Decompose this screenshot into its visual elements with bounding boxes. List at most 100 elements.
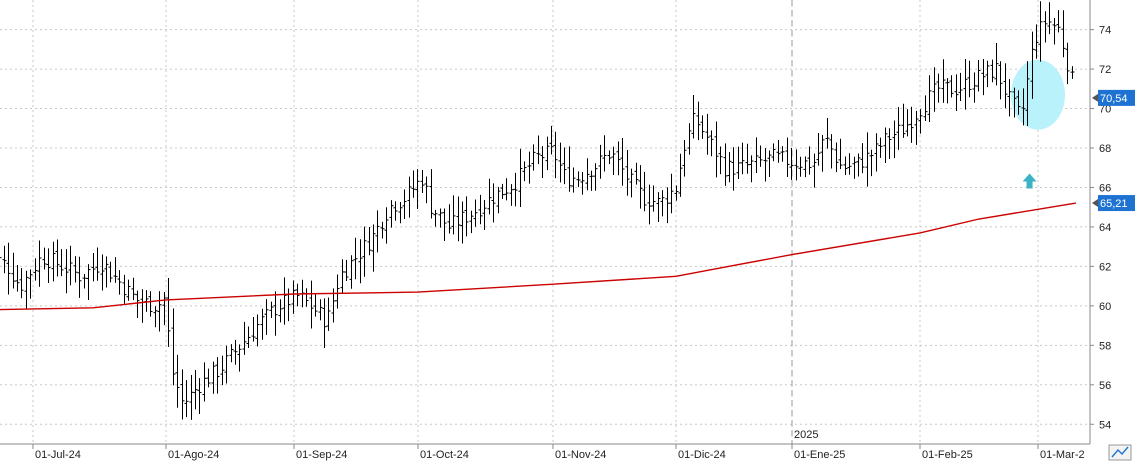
ohlc-bar <box>923 95 928 122</box>
ohlc-bar <box>193 370 198 410</box>
ohlc-bar <box>856 153 861 177</box>
ohlc-bar <box>758 145 763 167</box>
ohlc-bar <box>558 142 563 183</box>
ohlc-bar <box>131 277 136 301</box>
ohlc-bar <box>478 194 483 225</box>
ohlc-bar <box>567 146 572 192</box>
up-arrow-icon <box>1022 173 1037 189</box>
ohlc-bar <box>816 132 821 166</box>
ohlc-bar <box>224 345 229 384</box>
ohlc-bar <box>1025 61 1030 126</box>
ohlc-bar <box>438 208 443 228</box>
ohlc-bar <box>700 115 705 139</box>
ohlc-bar <box>767 150 772 178</box>
x-tick-label: 01-Mar-2 <box>1040 449 1085 461</box>
y-tick-label: 68 <box>1099 143 1111 155</box>
ohlc-bar <box>64 249 69 294</box>
ohlc-bar <box>2 245 7 274</box>
ohlc-bar <box>1030 31 1035 99</box>
ohlc-bar <box>73 256 78 283</box>
ohlc-bar <box>46 248 51 284</box>
ohlc-bar <box>318 299 323 321</box>
ohlc-bar <box>28 269 33 299</box>
moving-average-line <box>0 202 1077 311</box>
ohlc-bar <box>202 362 207 402</box>
ohlc-bar <box>166 277 171 347</box>
ohlc-bar <box>647 184 652 225</box>
ohlc-bar <box>229 344 234 363</box>
ohlc-bar <box>749 155 754 183</box>
ohlc-bar <box>264 299 269 335</box>
x-tick-label: 01-Ago-24 <box>168 449 219 461</box>
ohlc-bar <box>500 183 505 200</box>
ohlc-bar <box>113 257 118 283</box>
up-arrow-shape <box>1022 173 1037 189</box>
ohlc-bar <box>424 176 429 204</box>
ohlc-bar <box>82 274 87 289</box>
ohlc-bar <box>278 299 283 323</box>
ohlc-bar <box>687 123 692 155</box>
ohlc-bar <box>607 150 612 165</box>
ohlc-bar <box>398 202 403 224</box>
ohlc-bar <box>638 165 643 209</box>
ohlc-bar <box>0 257 2 259</box>
ohlc-bar <box>126 279 131 301</box>
y-tick-label: 66 <box>1099 182 1111 194</box>
ohlc-bar <box>469 210 474 234</box>
ohlc-bar <box>358 239 363 284</box>
ohlc-bar <box>415 169 420 209</box>
ohlc-bar <box>180 369 185 420</box>
ohlc-bar <box>237 344 242 372</box>
ohlc-bar <box>11 252 16 289</box>
ohlc-bar <box>914 110 919 145</box>
ohlc-bar <box>531 144 536 171</box>
ohlc-bar <box>33 258 38 281</box>
ohlc-bar <box>958 72 963 101</box>
ohlc-bar <box>714 121 719 178</box>
ohlc-bar <box>896 107 901 150</box>
last-value-badges: 70,54 65,21 <box>1092 89 1135 212</box>
y-tick-label: 72 <box>1099 64 1111 76</box>
ohlc-bar <box>464 196 469 237</box>
ohlc-bar <box>233 339 238 365</box>
ohlc-bar <box>393 201 398 221</box>
ohlc-bar <box>553 131 558 179</box>
y-tick-label: 64 <box>1099 222 1111 234</box>
ohlc-bar <box>598 144 603 179</box>
ohlc-bar <box>19 267 24 299</box>
ohlc-bar <box>656 192 661 222</box>
ohlc-bar <box>789 148 794 180</box>
ohlc-bar <box>865 132 870 187</box>
ohlc-bar <box>95 247 100 281</box>
ohlc-bar <box>86 264 91 301</box>
ohlc-bar <box>68 245 73 286</box>
ohlc-bar <box>269 301 274 319</box>
ohlc-bar <box>522 161 527 182</box>
ohlc-bar <box>585 158 590 191</box>
ohlc-bar <box>642 171 647 212</box>
y-tick-label: 58 <box>1099 340 1111 352</box>
ohlc-bar <box>255 314 260 347</box>
ohlc-bar <box>536 135 541 165</box>
ohlc-bar <box>625 149 630 196</box>
x-tick-label: 01-Dic-24 <box>678 449 726 461</box>
chart-settings-icon[interactable] <box>1108 444 1132 461</box>
ohlc-bar <box>705 113 710 155</box>
ohlc-bar <box>807 146 812 175</box>
x-tick-label: 01-Oct-24 <box>420 449 469 461</box>
ohlc-bar <box>15 265 20 292</box>
ohlc-bar <box>736 146 741 180</box>
ohlc-bar <box>1052 17 1057 45</box>
ohlc-bar <box>740 142 745 175</box>
ohlc-bar <box>901 103 906 138</box>
ohlc-bar <box>389 200 394 228</box>
ohlc-bar <box>593 163 598 191</box>
ohlc-bar <box>473 199 478 227</box>
ohlc-bars <box>0 1 1075 420</box>
ohlc-bar <box>745 143 750 174</box>
x-tick-label: 01-Ene-25 <box>794 449 845 461</box>
ohlc-bar <box>384 207 389 244</box>
y-tick-label: 56 <box>1099 380 1111 392</box>
x-tick-label: 01-Feb-25 <box>922 449 973 461</box>
